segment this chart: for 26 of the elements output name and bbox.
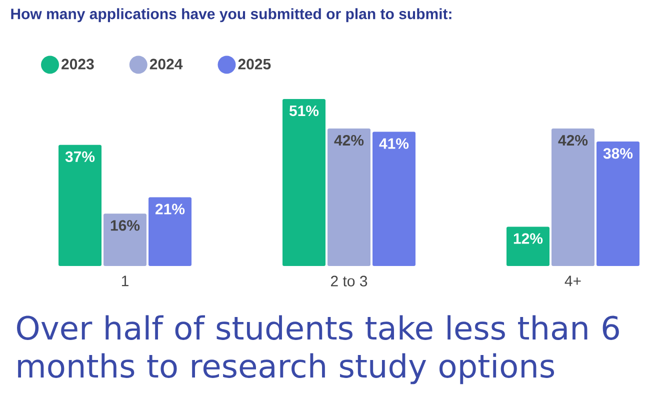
bar xyxy=(596,142,640,266)
legend-label: 2024 xyxy=(150,58,183,70)
x-tick-label: 1 xyxy=(122,276,128,286)
bar xyxy=(328,128,370,266)
bar xyxy=(506,226,550,266)
bar xyxy=(148,197,192,266)
legend-label: 2023 xyxy=(62,58,94,70)
text: Over half of students take less than 6 months to research study options xyxy=(17,315,619,384)
x-tick-label: 4+ xyxy=(564,276,581,286)
chart-title: How many applications have you submitted or plan to submit: xyxy=(11,8,452,22)
bar xyxy=(282,98,326,266)
bar xyxy=(372,132,416,266)
data-label: 12% xyxy=(514,233,543,244)
data-label: 51% xyxy=(289,106,319,116)
legend-label: 2025 xyxy=(238,58,271,70)
bar xyxy=(551,128,594,266)
data-label: 21% xyxy=(156,204,185,214)
data-label: 42% xyxy=(558,134,588,146)
data-label: 37% xyxy=(65,151,95,162)
data-label: 38% xyxy=(603,148,633,159)
data-label: 42% xyxy=(334,134,364,146)
data-label: 16% xyxy=(110,220,140,231)
x-tick-label: 2 to 3 xyxy=(330,276,368,286)
data-label: 41% xyxy=(379,138,409,149)
bar xyxy=(58,144,102,266)
bar xyxy=(104,214,147,266)
